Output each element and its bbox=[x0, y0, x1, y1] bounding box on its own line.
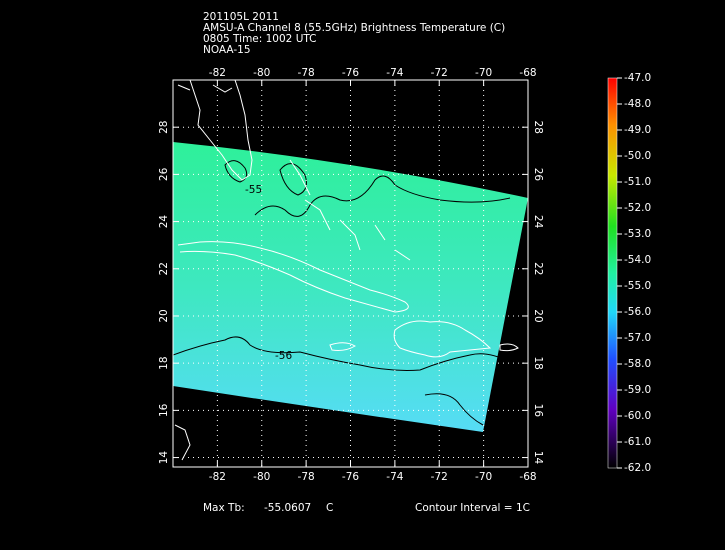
contour-interval: Contour Interval = 1C bbox=[415, 502, 530, 514]
lon-label: -74 bbox=[386, 67, 403, 79]
header-line: 0805 Time: 1002 UTC bbox=[203, 33, 317, 45]
lon-label: -68 bbox=[519, 471, 536, 483]
lon-label: -78 bbox=[298, 67, 315, 79]
lat-label: 18 bbox=[158, 356, 170, 369]
lon-label: -82 bbox=[209, 67, 226, 79]
colorbar-label: -58.0 bbox=[624, 358, 651, 370]
lat-label: 22 bbox=[158, 262, 170, 275]
contour bbox=[224, 160, 511, 217]
lon-label: -78 bbox=[298, 471, 315, 483]
colorbar-label: -49.0 bbox=[624, 124, 651, 136]
header-line: NOAA-15 bbox=[203, 44, 251, 56]
colorbar-label: -51.0 bbox=[624, 176, 651, 188]
map-frame bbox=[172, 79, 529, 468]
colorbar-label: -61.0 bbox=[624, 436, 651, 448]
lat-label: 24 bbox=[158, 215, 170, 229]
colorbar-label: -60.0 bbox=[624, 410, 651, 422]
colorbar-label: -53.0 bbox=[624, 228, 651, 240]
lat-label: 20 bbox=[158, 309, 170, 322]
colorbar-label: -52.0 bbox=[624, 202, 651, 214]
contour-label: -55 bbox=[245, 184, 262, 196]
coastline bbox=[174, 159, 411, 461]
colorbar-label: -50.0 bbox=[624, 150, 651, 162]
lat-label: 28 bbox=[532, 121, 544, 134]
lon-label: -74 bbox=[386, 471, 403, 483]
colorbar-label: -59.0 bbox=[624, 384, 651, 396]
lon-label: -82 bbox=[209, 471, 226, 483]
colorbar bbox=[607, 77, 618, 469]
colorbar-label: -47.0 bbox=[624, 72, 651, 84]
contour bbox=[424, 393, 484, 426]
map-area bbox=[173, 80, 528, 461]
contour bbox=[173, 336, 516, 371]
contour-label: -56 bbox=[275, 350, 292, 362]
footer-value: -55.0607 bbox=[264, 502, 311, 514]
coastline bbox=[189, 80, 253, 181]
header-line: AMSU-A Channel 8 (55.5GHz) Brightness Te… bbox=[203, 22, 505, 34]
footer-unit: C bbox=[326, 502, 333, 514]
lon-label: -68 bbox=[519, 67, 536, 79]
colorbar-label: -54.0 bbox=[624, 254, 651, 266]
lat-label: 14 bbox=[158, 451, 170, 465]
coastline bbox=[177, 241, 409, 313]
lat-label: 24 bbox=[532, 215, 544, 229]
lon-label: -80 bbox=[253, 67, 270, 79]
lat-label: 16 bbox=[532, 404, 544, 418]
lat-label: 28 bbox=[158, 121, 170, 134]
lon-label: -72 bbox=[431, 471, 448, 483]
lat-label: 26 bbox=[158, 167, 170, 181]
lat-label: 16 bbox=[158, 403, 170, 417]
lat-label: 14 bbox=[532, 451, 544, 465]
header-line: 201105L 2011 bbox=[203, 11, 279, 23]
lon-label: -76 bbox=[342, 471, 359, 483]
coastline bbox=[329, 342, 519, 352]
lon-label: -70 bbox=[475, 67, 492, 79]
swath bbox=[173, 142, 528, 432]
colorbar-label: -56.0 bbox=[624, 306, 651, 318]
lat-label: 18 bbox=[532, 356, 544, 369]
lon-label: -72 bbox=[431, 67, 448, 79]
lon-label: -80 bbox=[253, 471, 270, 483]
colorbar-label: -55.0 bbox=[624, 280, 651, 292]
coastline bbox=[393, 320, 492, 358]
lat-label: 20 bbox=[532, 309, 544, 322]
lon-label: -76 bbox=[342, 67, 359, 79]
colorbar-label: -62.0 bbox=[624, 462, 651, 474]
lat-label: 22 bbox=[532, 262, 544, 275]
lat-label: 26 bbox=[532, 168, 544, 182]
colorbar-label: -57.0 bbox=[624, 332, 651, 344]
colorbar-label: -48.0 bbox=[624, 98, 651, 110]
lon-label: -70 bbox=[475, 471, 492, 483]
coastline bbox=[177, 84, 233, 93]
footer-label: Max Tb: bbox=[203, 502, 245, 514]
